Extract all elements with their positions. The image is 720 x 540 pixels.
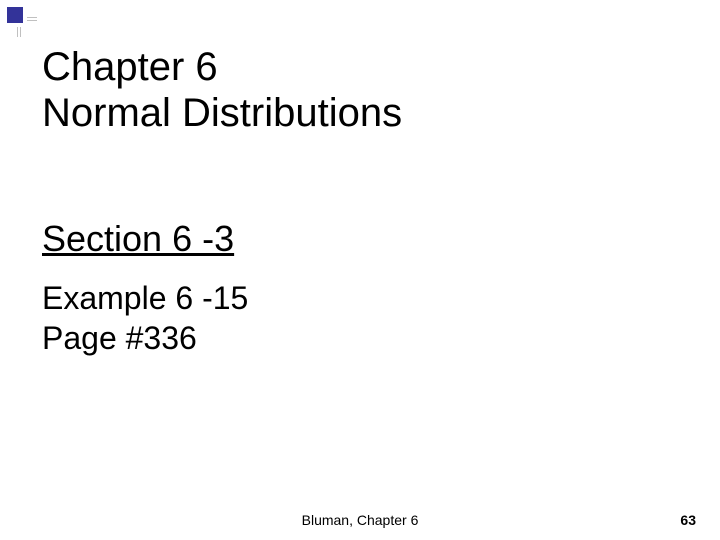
tick-mark: [20, 27, 21, 37]
corner-accent-square: [7, 7, 23, 23]
slide: Chapter 6 Normal Distributions Section 6…: [0, 0, 720, 540]
chapter-title: Chapter 6 Normal Distributions: [42, 44, 402, 136]
footer-center: Bluman, Chapter 6: [0, 512, 720, 528]
tick-mark: [27, 20, 37, 21]
page-line: Page #336: [42, 320, 197, 357]
section-title: Section 6 -3: [42, 218, 234, 260]
example-line: Example 6 -15: [42, 280, 248, 317]
tick-mark: [27, 17, 37, 18]
chapter-line2: Normal Distributions: [42, 91, 402, 135]
footer-page-number: 63: [680, 512, 696, 528]
tick-mark: [17, 27, 18, 37]
chapter-line1: Chapter 6: [42, 45, 218, 89]
